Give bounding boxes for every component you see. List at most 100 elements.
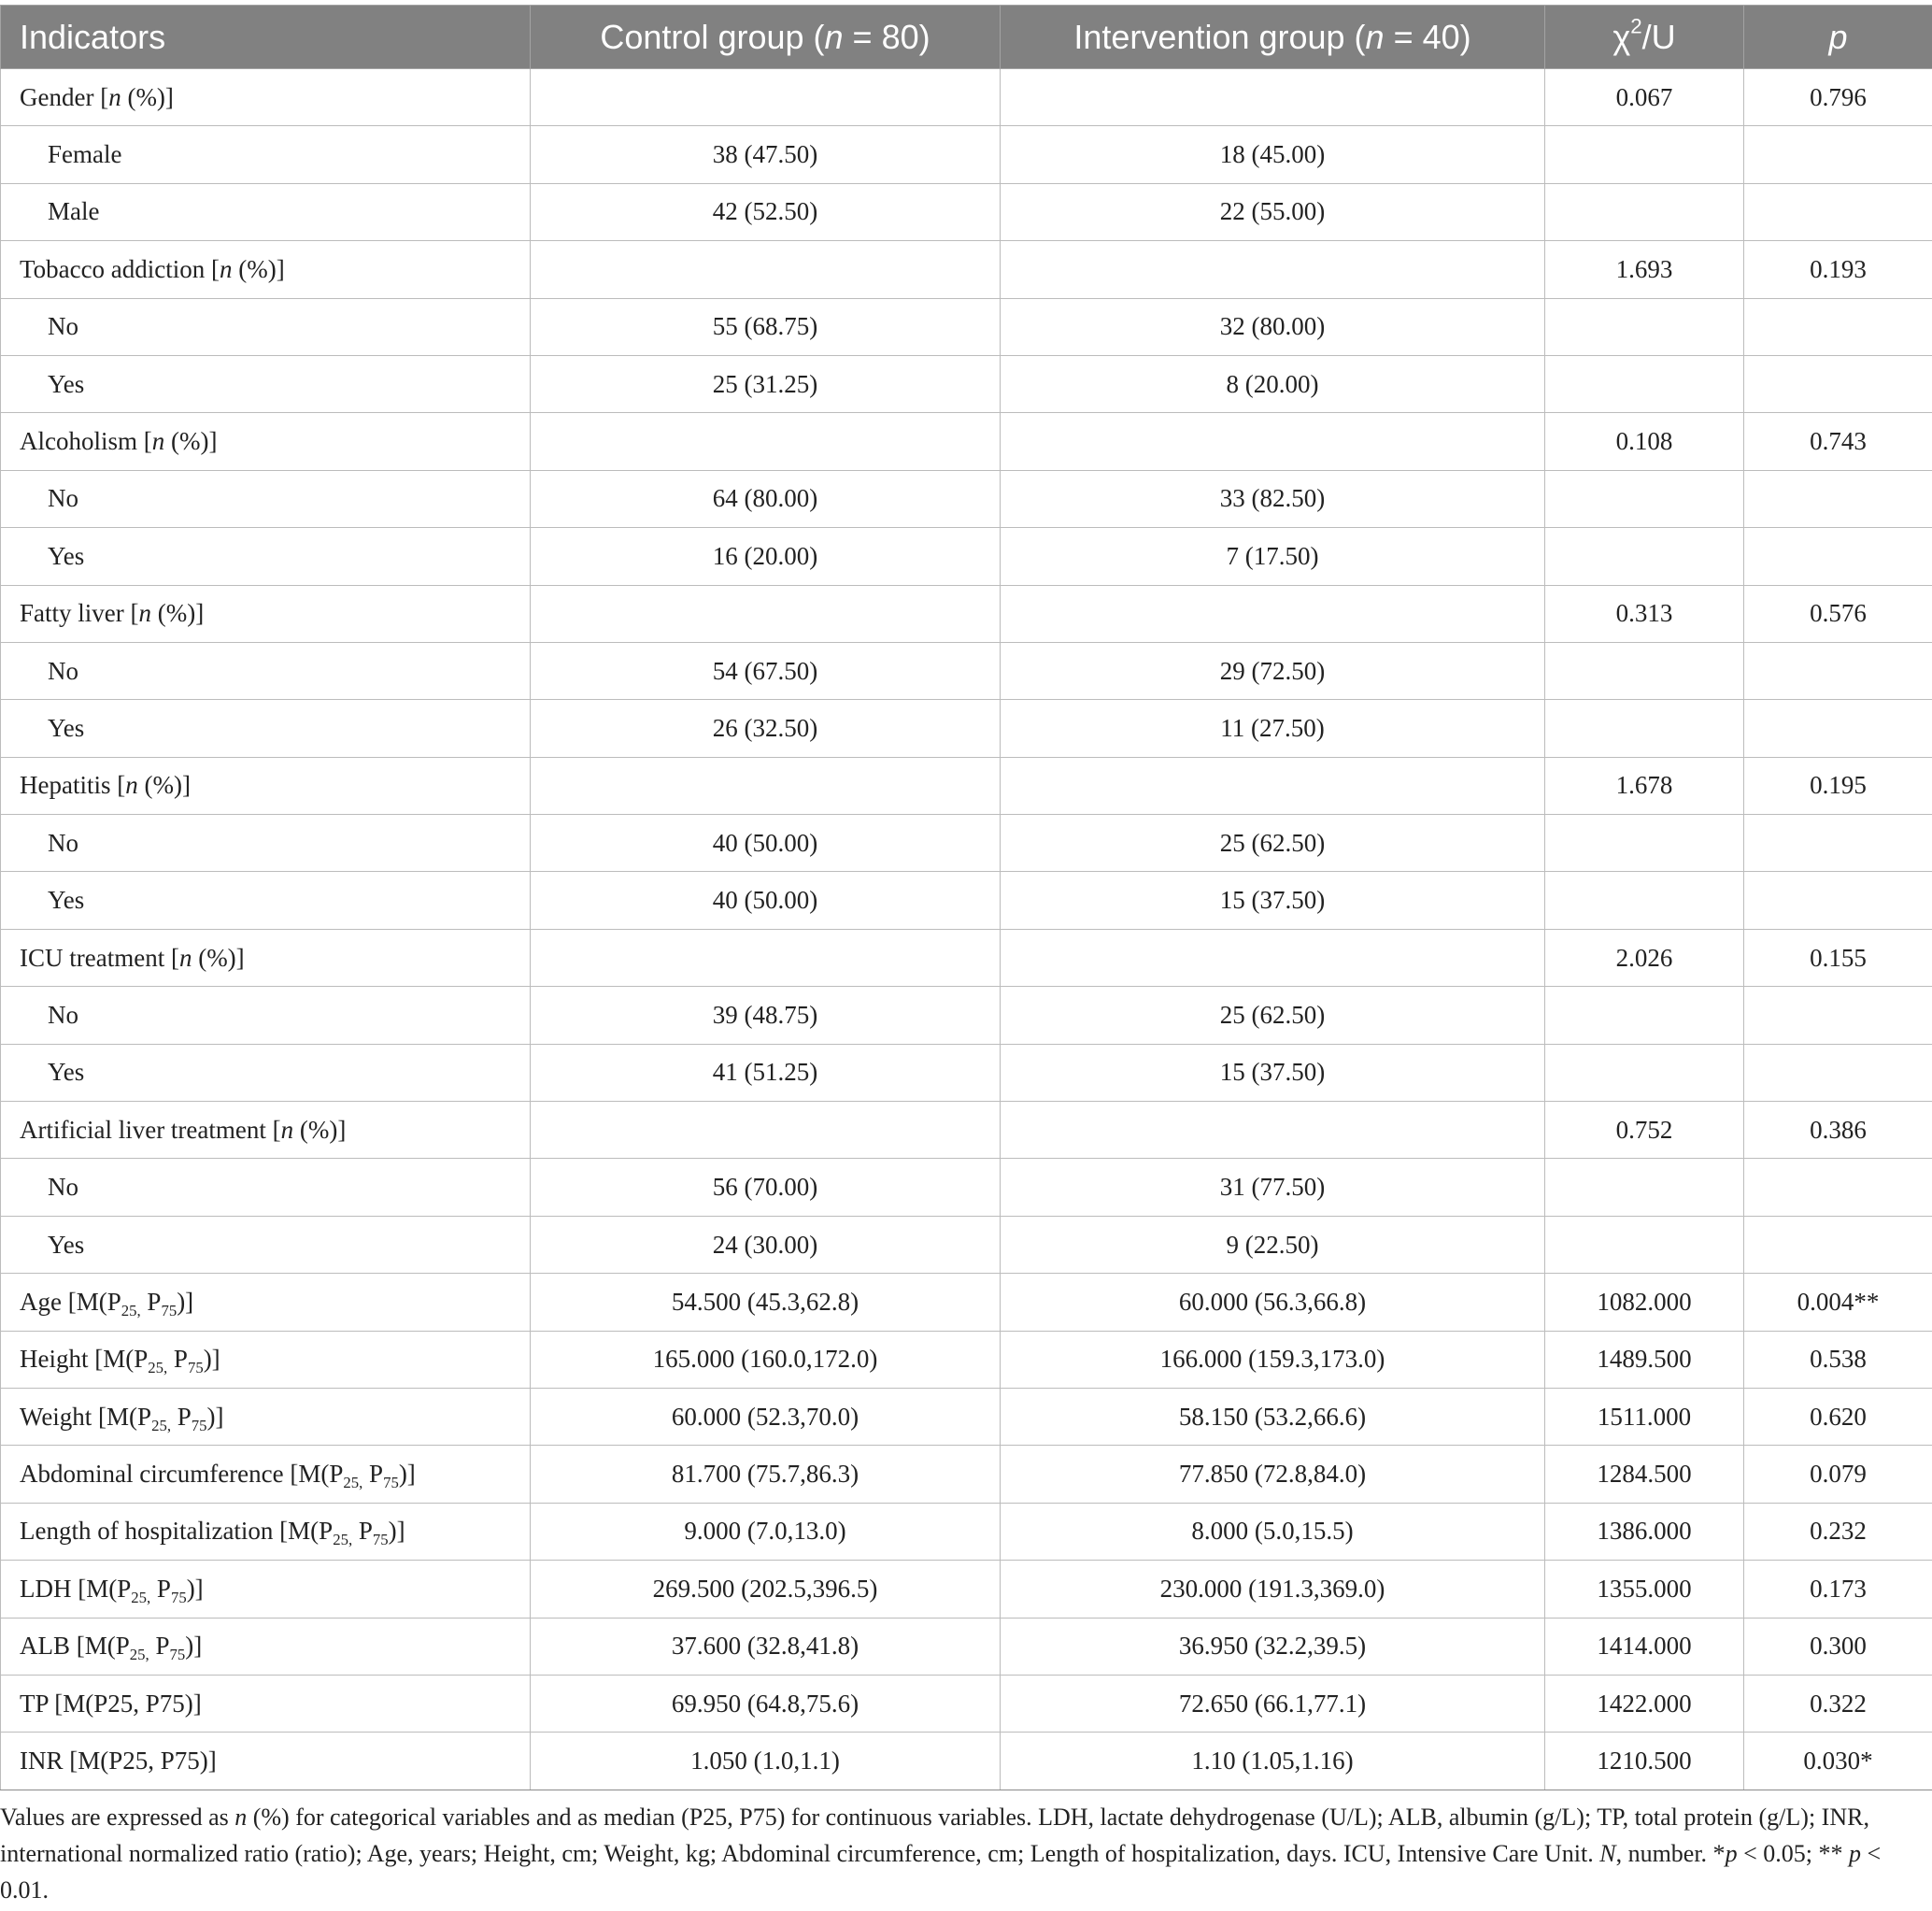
control-value: 9.000 (7.0,13.0) [530,1502,1001,1562]
statistic-value [1544,641,1744,701]
intervention-value: 8.000 (5.0,15.5) [1000,1502,1545,1562]
table-row: Age [M(P25, P75)] 54.500 (45.3,62.8) 60.00… [0,1273,1932,1332]
intervention-value: 22 (55.00) [1000,182,1545,242]
table-row: No 56 (70.00) 31 (77.50) [0,1158,1932,1217]
control-value: 42 (52.50) [530,182,1001,242]
intervention-value: 8 (20.00) [1000,354,1545,414]
row-label: Abdominal circumference [M(P25, P75)] [0,1445,531,1504]
table-body: Gender [n (%)] 0.067 0.796 Female 38 (47.50)… [0,67,1932,1790]
control-value: 37.600 (32.8,41.8) [530,1617,1001,1676]
table-row: Yes 16 (20.00) 7 (17.50) [0,527,1932,586]
row-label: No [0,641,531,701]
row-label: No [0,1158,531,1217]
table-footnote: Values are expressed as n (%) for catego… [0,1804,1882,1904]
statistic-value: 2.026 [1544,928,1744,988]
control-value [530,67,1001,127]
statistic-value: 1284.500 [1544,1445,1744,1504]
control-value: 165.000 (160.0,172.0) [530,1330,1001,1389]
intervention-value: 7 (17.50) [1000,527,1545,586]
control-value: 54.500 (45.3,62.8) [530,1273,1001,1332]
intervention-value [1000,756,1545,816]
intervention-value: 25 (62.50) [1000,986,1545,1045]
intervention-value [1000,412,1545,471]
row-label: Age [M(P25, P75)] [0,1273,531,1332]
row-label: Yes [0,354,531,414]
control-value: 16 (20.00) [530,527,1001,586]
statistic-value: 1489.500 [1544,1330,1744,1389]
intervention-value: 29 (72.50) [1000,641,1545,701]
row-label: Alcoholism [n (%)] [0,412,531,471]
table-row: LDH [M(P25, P75)] 269.500 (202.5,396.5) 23… [0,1560,1932,1619]
table-row: Abdominal circumference [M(P25, P75)] 81.… [0,1445,1932,1504]
control-value: 81.700 (75.7,86.3) [530,1445,1001,1504]
statistic-value [1544,814,1744,873]
row-label: Length of hospitalization [M(P25, P75)] [0,1502,531,1562]
control-value: 55 (68.75) [530,297,1001,356]
p-value [1743,469,1932,529]
statistic-value: 1210.500 [1544,1732,1744,1790]
row-label: Hepatitis [n (%)] [0,756,531,816]
row-label: Artificial liver treatment [n (%)] [0,1101,531,1160]
p-value: 0.322 [1743,1674,1932,1733]
row-label: Weight [M(P25, P75)] [0,1387,531,1447]
table-row: No 40 (50.00) 25 (62.50) [0,814,1932,873]
statistic-value [1544,871,1744,930]
table-row: TP [M(P25, P75)] 69.950 (64.8,75.6) 72.650… [0,1674,1932,1733]
intervention-value: 33 (82.50) [1000,469,1545,529]
p-value [1743,182,1932,242]
statistic-value [1544,125,1744,184]
p-value: 0.620 [1743,1387,1932,1447]
table-row: Yes 40 (50.00) 15 (37.50) [0,871,1932,930]
table-row: ICU treatment [n (%)] 2.026 0.155 [0,928,1932,988]
statistic-value: 0.752 [1544,1101,1744,1160]
p-value [1743,641,1932,701]
intervention-value [1000,67,1545,127]
statistic-value [1544,1043,1744,1103]
control-value: 69.950 (64.8,75.6) [530,1674,1001,1733]
control-value: 24 (30.00) [530,1215,1001,1275]
table-row: Yes 25 (31.25) 8 (20.00) [0,354,1932,414]
header-statistic: χ2/U [1544,5,1744,69]
control-value: 26 (32.50) [530,699,1001,758]
table-row: Weight [M(P25, P75)] 60.000 (52.3,70.0) 58… [0,1387,1932,1447]
p-value [1743,354,1932,414]
p-value: 0.155 [1743,928,1932,988]
p-value: 0.195 [1743,756,1932,816]
p-value: 0.079 [1743,1445,1932,1504]
control-value: 40 (50.00) [530,871,1001,930]
statistic-value: 0.313 [1544,584,1744,643]
row-label: Yes [0,871,531,930]
header-indicators: Indicators [0,5,531,69]
row-label: Height [M(P25, P75)] [0,1330,531,1389]
control-value: 40 (50.00) [530,814,1001,873]
p-value: 0.576 [1743,584,1932,643]
control-value [530,1101,1001,1160]
statistic-value: 0.067 [1544,67,1744,127]
intervention-value [1000,584,1545,643]
table-row: Female 38 (47.50) 18 (45.00) [0,125,1932,184]
intervention-value [1000,240,1545,299]
row-label: Yes [0,1043,531,1103]
table-row: Height [M(P25, P75)] 165.000 (160.0,172.0… [0,1330,1932,1389]
control-value: 41 (51.25) [530,1043,1001,1103]
table-row: Fatty liver [n (%)] 0.313 0.576 [0,584,1932,643]
statistic-value: 1422.000 [1544,1674,1744,1733]
statistic-value [1544,182,1744,242]
statistic-value [1544,527,1744,586]
control-value: 60.000 (52.3,70.0) [530,1387,1001,1447]
intervention-value [1000,1101,1545,1160]
table-row: No 54 (67.50) 29 (72.50) [0,641,1932,701]
row-label: No [0,297,531,356]
p-value: 0.300 [1743,1617,1932,1676]
row-label: Yes [0,527,531,586]
control-value: 25 (31.25) [530,354,1001,414]
table-row: Alcoholism [n (%)] 0.108 0.743 [0,412,1932,471]
p-value [1743,297,1932,356]
control-value: 56 (70.00) [530,1158,1001,1217]
row-label: Male [0,182,531,242]
row-label: Female [0,125,531,184]
header-p-value: p [1743,5,1932,69]
control-value: 38 (47.50) [530,125,1001,184]
table-row: Yes 26 (32.50) 11 (27.50) [0,699,1932,758]
statistic-value [1544,297,1744,356]
